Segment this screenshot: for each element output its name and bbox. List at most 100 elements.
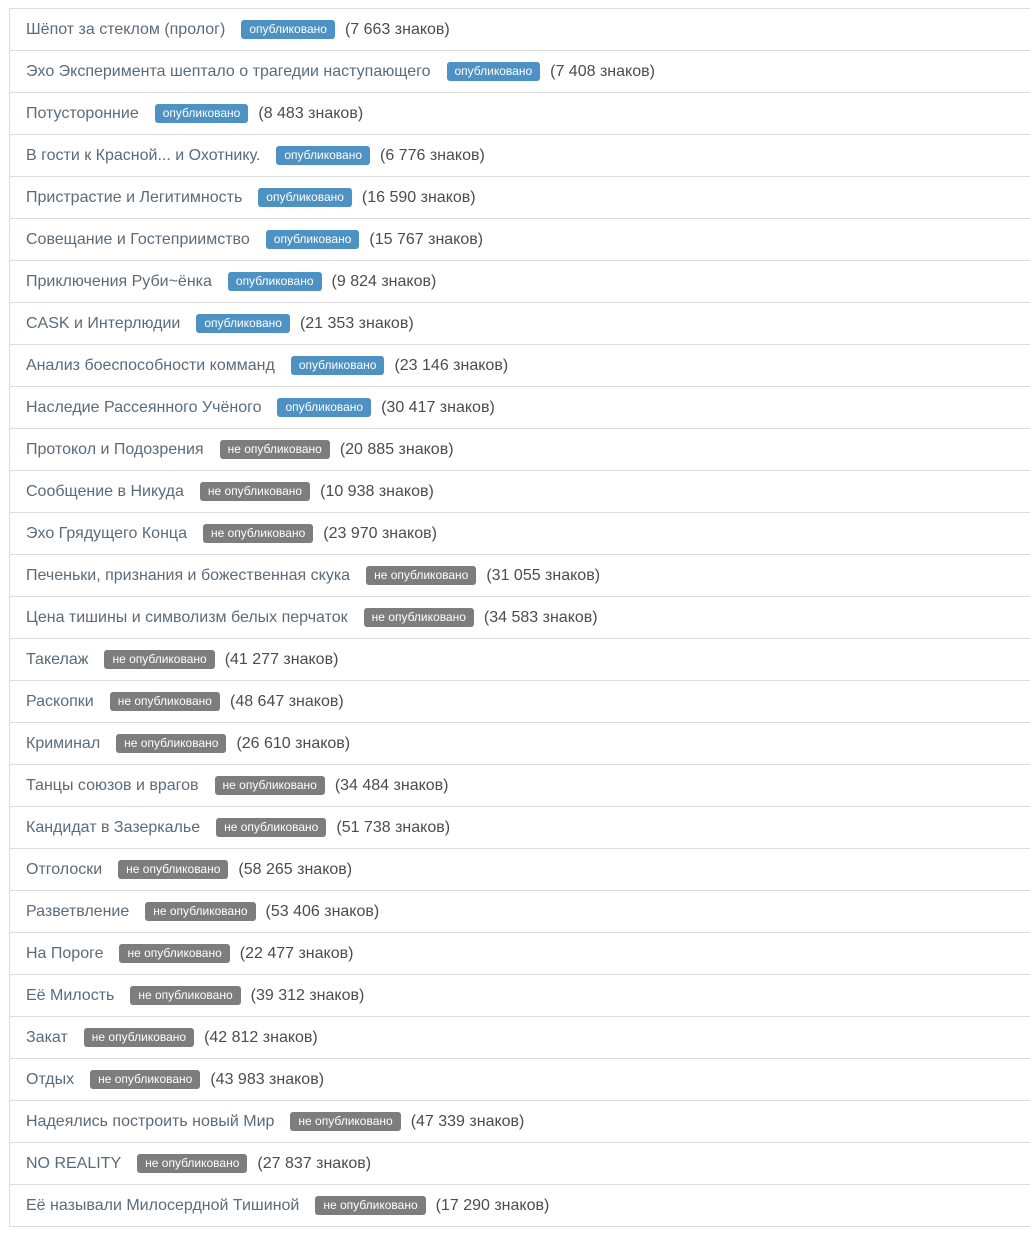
status-badge: не опубликовано: [137, 1154, 248, 1173]
chapter-row[interactable]: Совещание и Гостеприимство опубликовано …: [10, 219, 1030, 261]
chapter-title[interactable]: Сообщение в Никуда: [26, 482, 184, 500]
chapter-row[interactable]: Танцы союзов и врагов не опубликовано (3…: [10, 765, 1030, 807]
status-badge: не опубликовано: [83, 1028, 195, 1047]
char-count: (23 146 знаков): [394, 356, 509, 374]
status-badge: опубликовано: [265, 230, 360, 249]
chapter-title[interactable]: Наследие Рассеянного Учёного: [26, 398, 262, 416]
status-badge: опубликовано: [258, 188, 352, 207]
chapter-row[interactable]: Печеньки, признания и божественная скука…: [10, 555, 1030, 597]
chapter-row[interactable]: Эхо Грядущего Конца не опубликовано (23 …: [10, 513, 1030, 555]
status-badge: не опубликовано: [216, 818, 327, 837]
status-badge: опубликовано: [154, 104, 249, 123]
chapter-title[interactable]: Такелаж: [26, 650, 89, 668]
chapter-title[interactable]: Печеньки, признания и божественная скука: [26, 566, 351, 584]
chapter-title[interactable]: CASK и Интерлюдии: [26, 314, 181, 332]
chapter-row[interactable]: Её называли Милосердной Тишиной не опубл…: [10, 1185, 1030, 1227]
chapter-row[interactable]: Такелаж не опубликовано (41 277 знаков): [10, 639, 1030, 681]
chapter-row[interactable]: Надеялись построить новый Мир не опублик…: [10, 1101, 1030, 1143]
chapter-row[interactable]: На Пороге не опубликовано (22 477 знаков…: [10, 933, 1030, 975]
chapter-title[interactable]: Шёпот за стеклом (пролог): [26, 20, 226, 38]
char-count: (6 776 знаков): [380, 146, 485, 164]
chapter-title[interactable]: Протокол и Подозрения: [26, 440, 204, 458]
chapter-title[interactable]: На Пороге: [26, 944, 104, 962]
status-badge: опубликовано: [446, 62, 541, 81]
chapter-title[interactable]: Совещание и Гостеприимство: [26, 230, 250, 248]
chapter-title[interactable]: Эхо Грядущего Конца: [26, 524, 187, 542]
char-count: (7 663 знаков): [344, 20, 450, 38]
chapter-row[interactable]: Шёпот за стеклом (пролог) опубликовано (…: [10, 9, 1030, 51]
chapter-row[interactable]: Отдых не опубликовано (43 983 знаков): [10, 1059, 1030, 1101]
chapter-title[interactable]: Закат: [26, 1028, 68, 1046]
chapter-row[interactable]: Потусторонние опубликовано (8 483 знаков…: [10, 93, 1030, 135]
chapter-row[interactable]: Пристрастие и Легитимность опубликовано …: [10, 177, 1030, 219]
status-badge: опубликовано: [277, 398, 372, 417]
chapter-title[interactable]: Пристрастие и Легитимность: [26, 188, 243, 206]
chapter-title[interactable]: Её Милость: [26, 986, 115, 1004]
chapter-row[interactable]: Цена тишины и символизм белых перчаток н…: [10, 597, 1030, 639]
chapter-title[interactable]: Раскопки: [26, 692, 94, 710]
chapter-title[interactable]: Цена тишины и символизм белых перчаток: [26, 608, 348, 626]
chapter-row[interactable]: Криминал не опубликовано (26 610 знаков): [10, 723, 1030, 765]
status-badge: не опубликовано: [130, 986, 241, 1005]
char-count: (7 408 знаков): [550, 62, 655, 80]
chapter-row[interactable]: Раскопки не опубликовано (48 647 знаков): [10, 681, 1030, 723]
chapter-title[interactable]: Разветвление: [26, 902, 130, 920]
status-badge: не опубликовано: [109, 692, 220, 711]
status-badge: не опубликовано: [290, 1112, 401, 1131]
char-count: (39 312 знаков): [250, 986, 365, 1004]
chapter-row[interactable]: Приключения Руби~ёнка опубликовано (9 82…: [10, 261, 1030, 303]
chapter-title[interactable]: Отдых: [26, 1070, 75, 1088]
chapter-title[interactable]: Приключения Руби~ёнка: [26, 272, 212, 290]
char-count: (17 290 знаков): [435, 1196, 550, 1214]
chapter-row[interactable]: Кандидат в Зазеркалье не опубликовано (5…: [10, 807, 1030, 849]
chapter-row[interactable]: CASK и Интерлюдии опубликовано (21 353 з…: [10, 303, 1030, 345]
chapter-row[interactable]: Протокол и Подозрения не опубликовано (2…: [10, 429, 1030, 471]
status-badge: не опубликовано: [116, 734, 227, 753]
char-count: (16 590 знаков): [361, 188, 476, 206]
chapter-title[interactable]: Анализ боеспособности комманд: [26, 356, 275, 374]
char-count: (20 885 знаков): [339, 440, 454, 458]
char-count: (8 483 знаков): [258, 104, 364, 122]
char-count: (34 583 знаков): [483, 608, 598, 626]
chapter-list: Шёпот за стеклом (пролог) опубликовано (…: [9, 8, 1030, 1227]
status-badge: не опубликовано: [202, 524, 314, 543]
chapter-row[interactable]: Наследие Рассеянного Учёного опубликован…: [10, 387, 1030, 429]
char-count: (15 767 знаков): [369, 230, 484, 248]
chapter-title[interactable]: Кандидат в Зазеркалье: [26, 818, 201, 836]
char-count: (43 983 знаков): [210, 1070, 325, 1088]
chapter-title[interactable]: NO REALITY: [26, 1154, 122, 1172]
status-badge: не опубликовано: [214, 776, 325, 795]
chapter-row[interactable]: Сообщение в Никуда не опубликовано (10 9…: [10, 471, 1030, 513]
chapter-title[interactable]: Надеялись построить новый Мир: [26, 1112, 275, 1130]
char-count: (47 339 знаков): [410, 1112, 525, 1130]
char-count: (27 837 знаков): [257, 1154, 372, 1172]
chapter-title[interactable]: Её называли Милосердной Тишиной: [26, 1196, 300, 1214]
status-badge: не опубликовано: [366, 566, 477, 585]
status-badge: не опубликовано: [104, 650, 215, 669]
status-badge: не опубликовано: [315, 1196, 426, 1215]
chapter-title[interactable]: В гости к Красной... и Охотнику.: [26, 146, 261, 164]
char-count: (9 824 знаков): [331, 272, 437, 290]
chapter-title[interactable]: Танцы союзов и врагов: [26, 776, 199, 794]
status-badge: не опубликовано: [118, 860, 229, 879]
chapter-row[interactable]: Её Милость не опубликовано (39 312 знако…: [10, 975, 1030, 1017]
char-count: (53 406 знаков): [265, 902, 380, 920]
chapter-row[interactable]: В гости к Красной... и Охотнику. опублик…: [10, 135, 1030, 177]
chapter-row[interactable]: NO REALITY не опубликовано (27 837 знако…: [10, 1143, 1030, 1185]
chapter-row[interactable]: Анализ боеспособности комманд опубликова…: [10, 345, 1030, 387]
chapter-title[interactable]: Эхо Эксперимента шептало о трагедии наст…: [26, 62, 431, 80]
char-count: (21 353 знаков): [299, 314, 414, 332]
chapter-row[interactable]: Эхо Эксперимента шептало о трагедии наст…: [10, 51, 1030, 93]
chapter-row[interactable]: Отголоски не опубликовано (58 265 знаков…: [10, 849, 1030, 891]
chapter-row[interactable]: Закат не опубликовано (42 812 знаков): [10, 1017, 1030, 1059]
status-badge: опубликовано: [241, 20, 335, 39]
status-badge: опубликовано: [196, 314, 290, 333]
status-badge: не опубликовано: [199, 482, 311, 501]
status-badge: не опубликовано: [119, 944, 230, 963]
char-count: (23 970 знаков): [323, 524, 437, 542]
chapter-title[interactable]: Отголоски: [26, 860, 103, 878]
chapter-title[interactable]: Потусторонние: [26, 104, 139, 122]
chapter-row[interactable]: Разветвление не опубликовано (53 406 зна…: [10, 891, 1030, 933]
chapter-title[interactable]: Криминал: [26, 734, 101, 752]
char-count: (51 738 знаков): [336, 818, 451, 836]
